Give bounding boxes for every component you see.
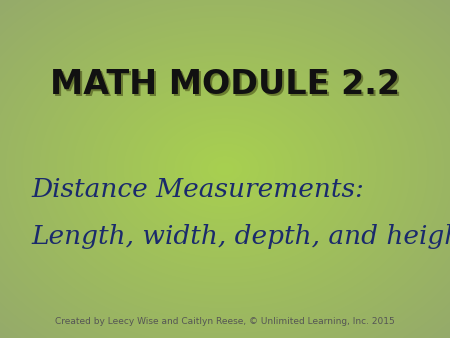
- Text: Distance Measurements:: Distance Measurements:: [32, 177, 364, 202]
- Text: MATH MODULE 2.2: MATH MODULE 2.2: [52, 70, 402, 103]
- Text: Length, width, depth, and height: Length, width, depth, and height: [32, 224, 450, 249]
- Text: MATH MODULE 2.2: MATH MODULE 2.2: [50, 68, 400, 101]
- Text: Created by Leecy Wise and Caitlyn Reese, © Unlimited Learning, Inc. 2015: Created by Leecy Wise and Caitlyn Reese,…: [55, 317, 395, 325]
